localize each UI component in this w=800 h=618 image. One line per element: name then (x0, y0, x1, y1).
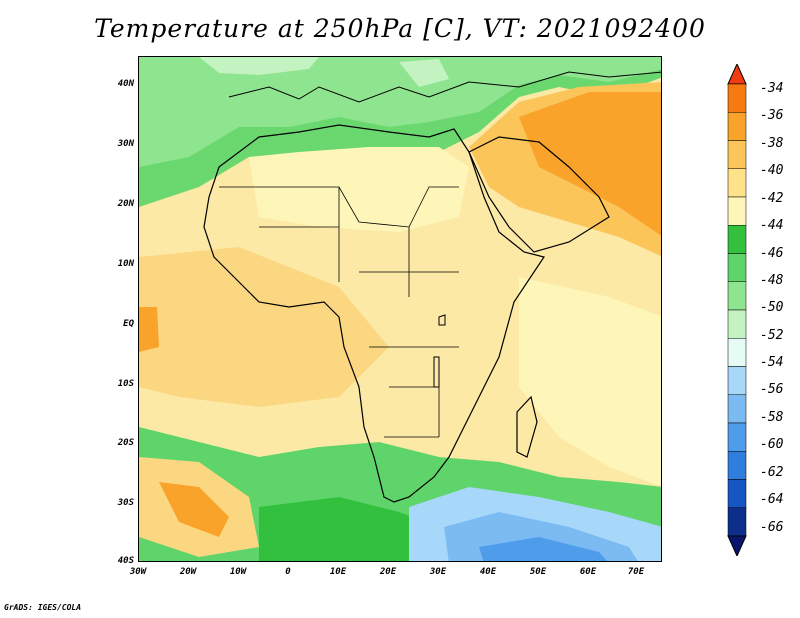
lon-label-60e: 60E (579, 567, 597, 577)
legend-color-box (727, 507, 747, 537)
lat-label-40s: 40S (117, 556, 134, 566)
legend-color-box (727, 196, 747, 226)
lat-label-30s: 30S (117, 498, 134, 508)
color-legend-bar (727, 64, 747, 556)
south-atlantic-orange (159, 482, 229, 537)
legend-color-box (727, 225, 747, 254)
legend-color-box (727, 83, 747, 113)
legend-label: -40 (760, 163, 784, 178)
legend-top-arrow (727, 64, 747, 85)
lat-label-30n: 30N (117, 139, 134, 149)
lon-label-70e: 70E (627, 567, 645, 577)
legend-color-box (727, 422, 747, 452)
lon-label-0: 0 (285, 567, 291, 577)
lon-label-50e: 50E (529, 567, 547, 577)
map-shading (139, 57, 661, 561)
legend-label: -42 (760, 191, 784, 206)
lat-label-10s: 10S (117, 379, 134, 389)
lon-label-20e: 20E (379, 567, 397, 577)
europe-coastline (228, 71, 661, 103)
legend-label: -38 (760, 136, 784, 151)
legend-color-box (727, 309, 747, 339)
legend-color-box (727, 451, 747, 480)
south-dark-green (259, 497, 458, 561)
legend-label: -34 (760, 81, 784, 96)
arabia-coastline (468, 136, 610, 253)
north-lightgreen-band (139, 57, 661, 167)
legend-label: -54 (760, 355, 784, 370)
lon-label-30e: 30E (429, 567, 447, 577)
atlantic-mid-yellow (139, 247, 389, 407)
legend-label: -64 (760, 492, 784, 507)
indian-ocean-light (519, 277, 661, 487)
legend-color-box (727, 338, 747, 367)
lat-label-20s: 20S (117, 438, 134, 448)
legend-label: -44 (760, 218, 784, 233)
legend-label: -58 (760, 410, 784, 425)
legend-color-box (727, 140, 747, 169)
legend-label: -52 (760, 328, 784, 343)
legend-label: -66 (760, 520, 784, 535)
lon-label-10e: 10E (329, 567, 347, 577)
lat-label-40n: 40N (117, 79, 134, 89)
lat-label-20n: 20N (117, 199, 134, 209)
lon-label-10w: 10W (229, 567, 247, 577)
lat-label-10n: 10N (117, 259, 134, 269)
lon-label-30w: 30W (129, 567, 147, 577)
north-pale-patch-2 (399, 59, 449, 87)
legend-label: -36 (760, 108, 784, 123)
legend-label: -60 (760, 437, 784, 452)
legend-color-box (727, 112, 747, 141)
legend-bottom-arrow (727, 535, 747, 556)
footer-credit: GrADS: IGES/COLA (4, 603, 82, 612)
sahara-light (249, 147, 469, 232)
north-pale-patch (199, 57, 319, 75)
legend-label: -48 (760, 273, 784, 288)
lon-label-40e: 40E (479, 567, 497, 577)
equator-orange-patch (139, 307, 159, 352)
legend-color-box (727, 281, 747, 311)
temperature-map (138, 56, 662, 562)
cold-pool-deep (479, 537, 608, 561)
legend-label: -56 (760, 382, 784, 397)
legend-color-box (727, 366, 747, 395)
arabia-orange-2 (519, 92, 661, 236)
great-lakes (433, 314, 446, 388)
lat-label-eq: EQ (123, 319, 134, 329)
lon-label-20w: 20W (179, 567, 197, 577)
map-title: Temperature at 250hPa [C], VT: 202109240… (94, 14, 706, 43)
legend-label: -50 (760, 300, 784, 315)
legend-label: -62 (760, 465, 784, 480)
legend-color-box (727, 394, 747, 424)
legend-label: -46 (760, 246, 784, 261)
africa-coastline (203, 124, 545, 503)
legend-color-box (727, 168, 747, 198)
legend-color-box (727, 253, 747, 282)
madagascar-outline (516, 395, 538, 458)
legend-color-box (727, 479, 747, 508)
